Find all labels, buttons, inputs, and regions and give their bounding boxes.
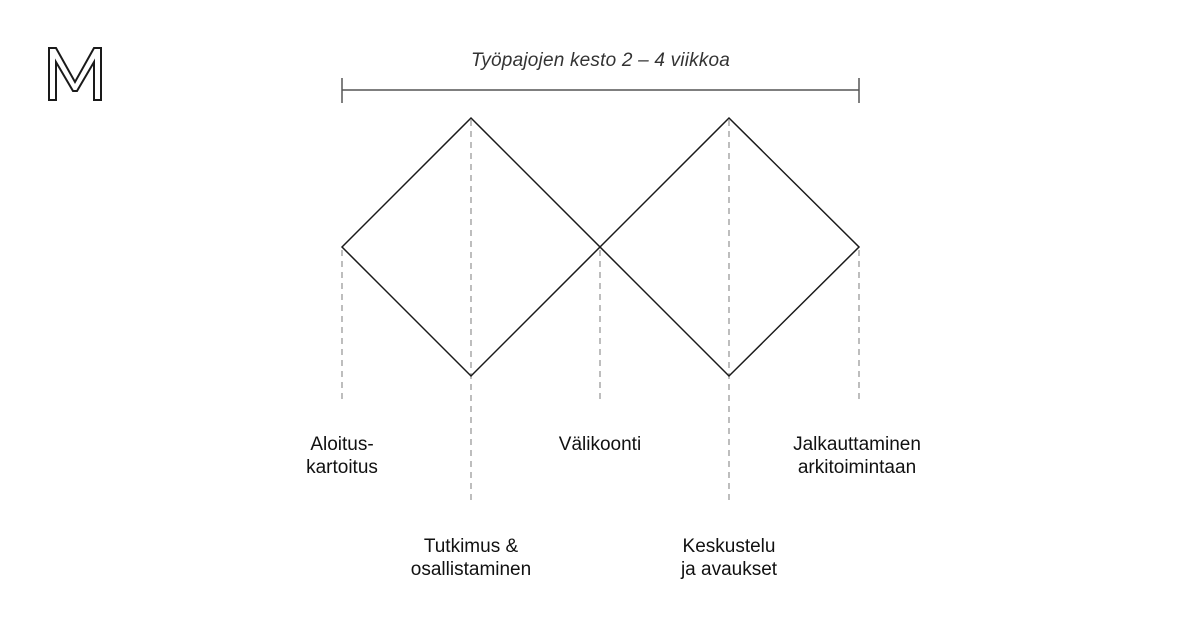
double-diamond bbox=[340, 116, 861, 378]
phase-label-valikoonti: Välikoonti bbox=[490, 433, 710, 456]
phase-guides bbox=[341, 120, 860, 504]
phase-label-keskustelu: Keskustelu ja avaukset bbox=[619, 535, 839, 581]
m-logo-icon bbox=[48, 47, 102, 101]
duration-bracket bbox=[341, 78, 860, 103]
phase-line: Välikoonti bbox=[558, 434, 642, 455]
diamond-right bbox=[598, 116, 861, 378]
phase-line: Jalkauttaminen bbox=[793, 434, 921, 455]
phase-label-aloitus: Aloitus- kartoitus bbox=[232, 433, 452, 479]
phase-label-tutkimus: Tutkimus & osallistaminen bbox=[361, 535, 581, 581]
phase-line: kartoitus bbox=[306, 457, 378, 478]
phase-line: Aloitus- bbox=[310, 434, 374, 455]
phase-line: arkitoimintaan bbox=[797, 457, 917, 478]
phase-line: Tutkimus & bbox=[423, 536, 519, 557]
phase-label-jalkauttaminen: Jalkauttaminen arkitoimintaan bbox=[747, 433, 967, 479]
phase-line: ja avaukset bbox=[680, 559, 778, 580]
phase-line: osallistaminen bbox=[410, 559, 532, 580]
duration-label: Työpajojen kesto 2 – 4 viikkoa bbox=[470, 50, 731, 71]
phase-line: Keskustelu bbox=[682, 536, 776, 557]
